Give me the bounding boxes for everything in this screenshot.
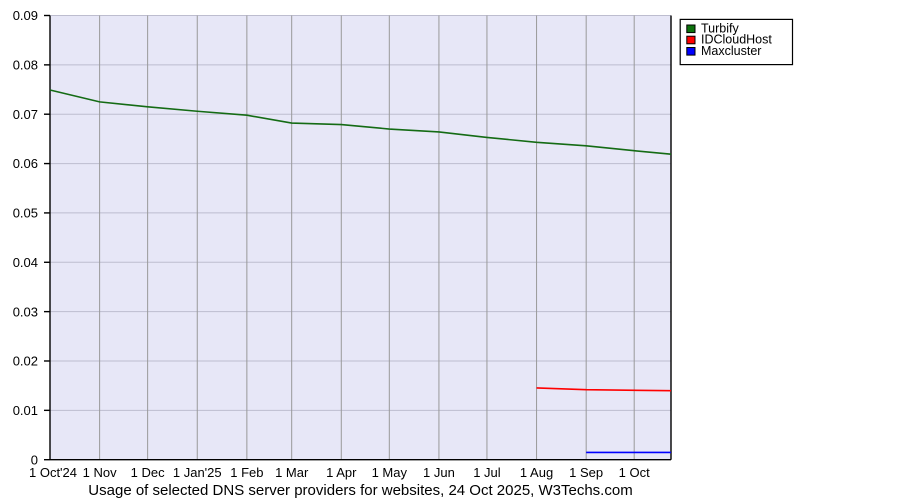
svg-text:1 Feb: 1 Feb: [230, 465, 263, 480]
svg-text:1 Nov: 1 Nov: [83, 465, 117, 480]
svg-text:Usage of selected DNS server p: Usage of selected DNS server providers f…: [88, 482, 632, 499]
svg-text:1 Sep: 1 Sep: [569, 465, 603, 480]
svg-text:0.05: 0.05: [13, 206, 38, 221]
svg-text:1 Dec: 1 Dec: [131, 465, 165, 480]
svg-text:0.07: 0.07: [13, 107, 38, 122]
svg-text:0.03: 0.03: [13, 304, 38, 319]
svg-text:1 Jan'25: 1 Jan'25: [173, 465, 222, 480]
svg-text:0.01: 0.01: [13, 403, 38, 418]
svg-text:1 May: 1 May: [372, 465, 408, 480]
svg-text:Maxcluster: Maxcluster: [701, 44, 761, 58]
svg-text:1 Oct: 1 Oct: [619, 465, 650, 480]
svg-text:0.09: 0.09: [13, 8, 38, 23]
svg-text:1 Jul: 1 Jul: [473, 465, 501, 480]
svg-text:0.02: 0.02: [13, 354, 38, 369]
svg-text:1 Oct'24: 1 Oct'24: [29, 465, 77, 480]
svg-text:1 Mar: 1 Mar: [275, 465, 309, 480]
svg-text:0.04: 0.04: [13, 255, 38, 270]
svg-text:1 Apr: 1 Apr: [326, 465, 357, 480]
svg-text:0.06: 0.06: [13, 156, 38, 171]
svg-text:0.08: 0.08: [13, 58, 38, 73]
svg-text:1 Aug: 1 Aug: [520, 465, 553, 480]
svg-text:1 Jun: 1 Jun: [423, 465, 455, 480]
